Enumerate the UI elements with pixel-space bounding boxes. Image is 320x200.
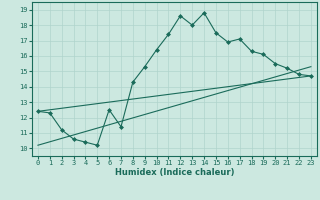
X-axis label: Humidex (Indice chaleur): Humidex (Indice chaleur) (115, 168, 234, 177)
